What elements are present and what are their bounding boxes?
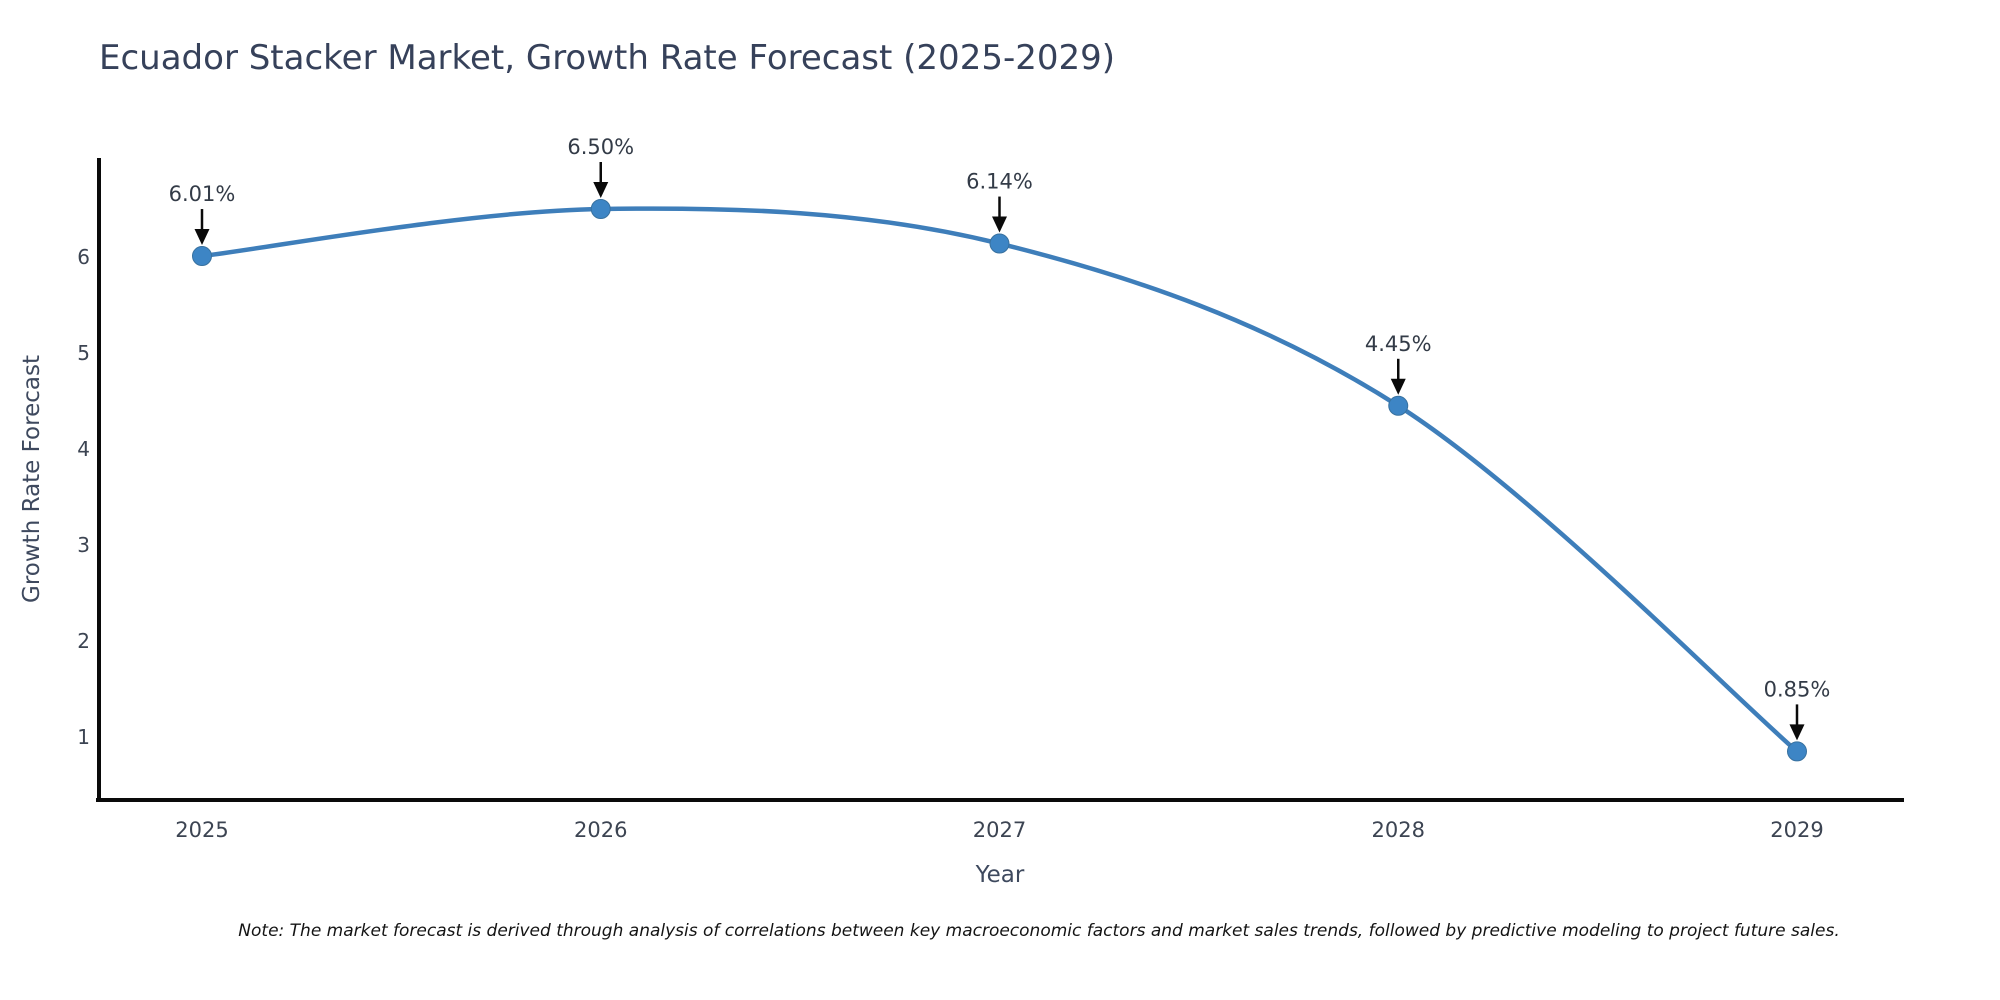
data-point-label: 6.50% bbox=[567, 135, 634, 159]
y-tick-label: 2 bbox=[77, 629, 90, 653]
data-point-marker bbox=[1787, 741, 1807, 762]
data-point-label: 0.85% bbox=[1764, 677, 1831, 701]
annotation-arrowhead bbox=[1789, 724, 1805, 741]
data-point-marker bbox=[192, 246, 212, 267]
y-tick-label: 5 bbox=[77, 341, 90, 365]
x-tick-label: 2026 bbox=[574, 818, 627, 842]
trend-line bbox=[199, 206, 1800, 754]
data-point-label: 6.14% bbox=[966, 170, 1033, 194]
y-tick-label: 4 bbox=[77, 437, 90, 461]
data-point-marker bbox=[590, 199, 611, 219]
annotation-arrowhead bbox=[992, 216, 1007, 233]
x-tick-label: 2028 bbox=[1372, 818, 1425, 842]
x-tick-label: 2027 bbox=[973, 818, 1026, 842]
x-axis-title: Year bbox=[975, 862, 1025, 888]
y-tick-label: 6 bbox=[77, 245, 90, 269]
data-point-label: 6.01% bbox=[169, 182, 236, 206]
chart-title: Ecuador Stacker Market, Growth Rate Fore… bbox=[99, 38, 1116, 78]
data-point-marker bbox=[989, 233, 1010, 254]
x-tick-label: 2025 bbox=[175, 818, 228, 842]
y-tick-label: 1 bbox=[77, 725, 90, 749]
annotation-arrowhead bbox=[194, 229, 210, 246]
data-point-label: 4.45% bbox=[1365, 332, 1432, 356]
y-axis-title: Growth Rate Forecast bbox=[19, 355, 45, 603]
x-tick-label: 2029 bbox=[1770, 818, 1823, 842]
annotation-arrowhead bbox=[593, 182, 609, 198]
y-tick-label: 3 bbox=[77, 533, 90, 557]
annotation-arrowhead bbox=[1390, 378, 1406, 395]
footnote: Note: The market forecast is derived thr… bbox=[238, 921, 1840, 941]
data-point-marker bbox=[1388, 395, 1409, 416]
